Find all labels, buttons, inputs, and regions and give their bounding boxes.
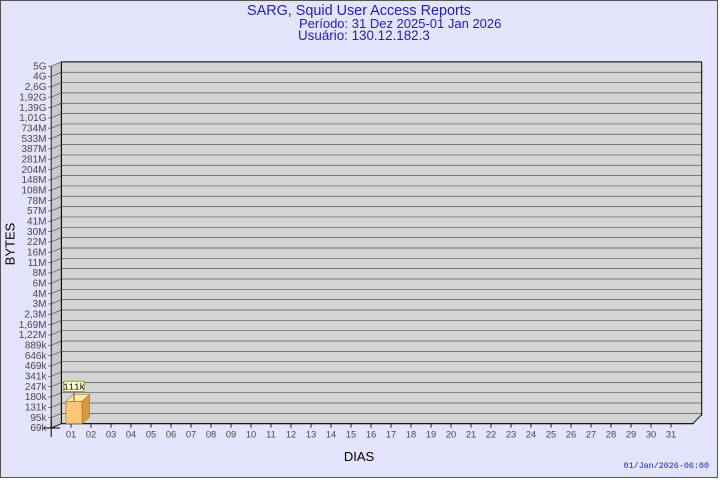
svg-text:12: 12 <box>286 430 296 440</box>
svg-text:26: 26 <box>566 430 576 440</box>
svg-text:23: 23 <box>506 430 516 440</box>
svg-text:28: 28 <box>606 430 616 440</box>
svg-text:24: 24 <box>526 430 536 440</box>
svg-text:25: 25 <box>546 430 556 440</box>
svg-text:19: 19 <box>426 430 436 440</box>
svg-text:22: 22 <box>486 430 496 440</box>
svg-text:22M: 22M <box>27 237 46 248</box>
svg-text:281M: 281M <box>21 154 46 165</box>
svg-text:29: 29 <box>626 430 636 440</box>
svg-text:2,6G: 2,6G <box>25 82 47 93</box>
svg-text:13: 13 <box>306 430 316 440</box>
svg-text:06: 06 <box>166 430 176 440</box>
svg-text:204M: 204M <box>21 165 46 176</box>
svg-text:11: 11 <box>266 430 276 440</box>
svg-text:01: 01 <box>66 430 76 440</box>
svg-text:16: 16 <box>366 430 376 440</box>
svg-text:15: 15 <box>346 430 356 440</box>
svg-text:30: 30 <box>646 430 656 440</box>
svg-text:09: 09 <box>226 430 236 440</box>
svg-text:69k: 69k <box>30 423 47 434</box>
svg-text:2,3M: 2,3M <box>24 309 46 320</box>
svg-text:17: 17 <box>386 430 396 440</box>
svg-text:1,92G: 1,92G <box>19 92 46 103</box>
svg-text:10: 10 <box>246 430 256 440</box>
svg-text:02: 02 <box>86 430 96 440</box>
svg-text:27: 27 <box>586 430 596 440</box>
svg-text:04: 04 <box>126 430 136 440</box>
svg-text:18: 18 <box>406 430 416 440</box>
svg-text:247k: 247k <box>25 382 48 393</box>
svg-text:03: 03 <box>106 430 116 440</box>
svg-text:05: 05 <box>146 430 156 440</box>
svg-text:07: 07 <box>186 430 196 440</box>
svg-text:30M: 30M <box>27 227 46 238</box>
svg-text:31: 31 <box>666 430 676 440</box>
svg-text:21: 21 <box>466 430 476 440</box>
svg-text:14: 14 <box>326 430 336 440</box>
svg-text:111k: 111k <box>63 382 85 392</box>
svg-text:08: 08 <box>206 430 216 440</box>
svg-text:20: 20 <box>446 430 456 440</box>
